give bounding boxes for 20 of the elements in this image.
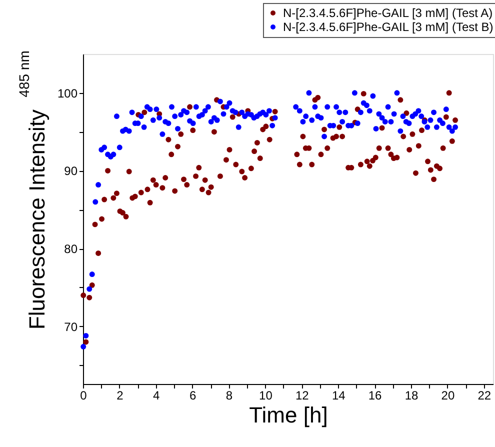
x-tick-label: 14 bbox=[332, 388, 346, 402]
y-tick-label: 90 bbox=[64, 164, 78, 178]
x-tick-label: 20 bbox=[441, 388, 455, 402]
x-axis-title: Time [h] bbox=[249, 402, 328, 428]
x-tick-label: 2 bbox=[116, 388, 124, 402]
x-tick-label: 12 bbox=[295, 388, 310, 402]
y-axis-title: Fluorescence Intensity485 nm bbox=[16, 50, 50, 330]
x-tick-label: 4 bbox=[153, 388, 160, 402]
x-tick-label: 16 bbox=[368, 388, 382, 402]
x-tick-label: 6 bbox=[189, 388, 196, 402]
y-tick-label: 80 bbox=[64, 242, 78, 256]
y-tick-label: 70 bbox=[64, 320, 78, 334]
x-tick-label: 18 bbox=[404, 388, 418, 402]
legend-label: N-[2.3.4.5.6F]Phe-GAIL [3 mM] (Test B) bbox=[283, 20, 494, 34]
x-tick-label: 0 bbox=[80, 388, 88, 402]
x-tick-label: 10 bbox=[259, 388, 273, 402]
legend-label: N-[2.3.4.5.6F]Phe-GAIL [3 mM] (Test A) bbox=[283, 6, 493, 20]
x-tick-label: 8 bbox=[226, 388, 233, 402]
y-tick-label: 100 bbox=[57, 86, 78, 100]
x-tick-label: 22 bbox=[478, 388, 492, 402]
